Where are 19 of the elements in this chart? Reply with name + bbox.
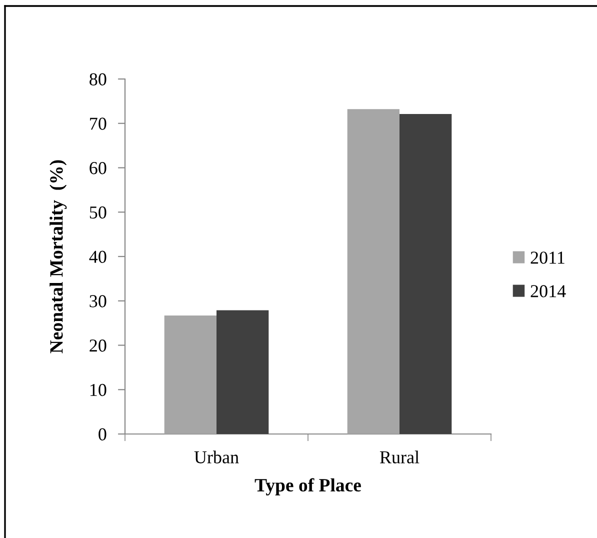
y-axis-title: Neonatal Mortality (%) (50, 160, 67, 354)
bar (164, 316, 216, 434)
y-tick-label: 10 (90, 384, 106, 396)
y-tick-label: 50 (90, 206, 106, 219)
y-tick-label: 0 (98, 428, 106, 440)
bar (347, 109, 400, 434)
y-tick-label: 80 (90, 73, 106, 86)
bar (400, 114, 452, 434)
y-tick-label: 60 (90, 162, 106, 174)
x-tick-label: Urban (194, 450, 239, 464)
bar (216, 310, 269, 434)
y-tick-label: 40 (89, 250, 106, 263)
x-axis-title: Type of Place (254, 478, 361, 496)
legend-label: 2011 (530, 252, 564, 264)
x-tick-label: Rural (380, 450, 420, 464)
y-tick-label: 30 (90, 295, 106, 308)
y-tick-label: 70 (90, 118, 106, 130)
y-tick-label: 20 (90, 340, 106, 352)
legend-label: 2014 (530, 285, 566, 298)
